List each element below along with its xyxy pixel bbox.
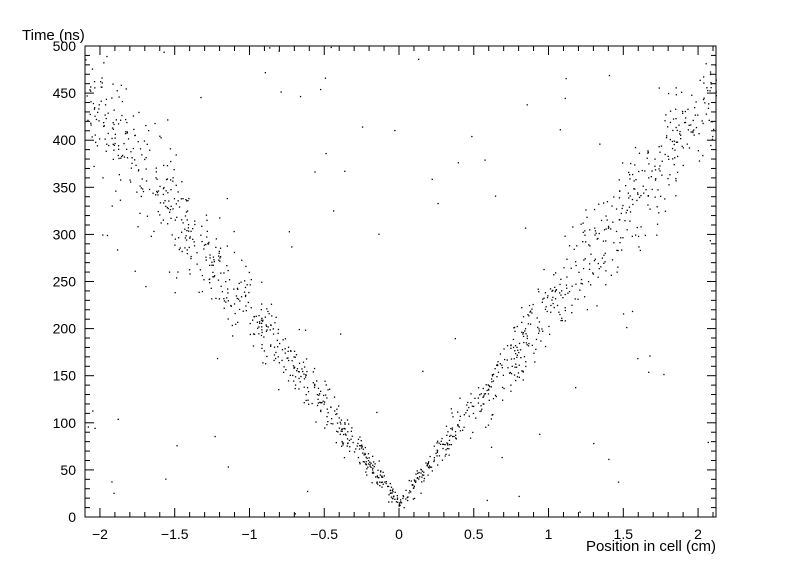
svg-text:150: 150 (53, 368, 77, 384)
y-axis-title: Time (ns) (22, 27, 85, 44)
svg-text:0.5: 0.5 (464, 526, 484, 542)
svg-text:500: 500 (53, 38, 77, 54)
svg-text:2: 2 (694, 526, 702, 542)
svg-text:100: 100 (53, 415, 77, 431)
svg-text:0: 0 (395, 526, 403, 542)
svg-text:−2: −2 (92, 526, 108, 542)
svg-text:50: 50 (60, 462, 76, 478)
svg-text:−1.5: −1.5 (161, 526, 189, 542)
x-axis-title: Position in cell (cm) (586, 538, 716, 555)
x-axis-ticks: −2 −1.5 −1 −0.5 0 0.5 1 1.5 2 (84, 46, 714, 542)
svg-text:200: 200 (53, 321, 77, 337)
svg-text:−0.5: −0.5 (310, 526, 338, 542)
svg-text:400: 400 (53, 132, 77, 148)
svg-text:1: 1 (545, 526, 553, 542)
svg-text:300: 300 (53, 226, 77, 242)
svg-text:450: 450 (53, 85, 77, 101)
svg-text:1.5: 1.5 (614, 526, 634, 542)
y-axis-ticks: 0 50 100 150 200 250 300 350 400 450 500 (53, 38, 716, 525)
svg-text:250: 250 (53, 274, 77, 290)
svg-text:−1: −1 (241, 526, 257, 542)
svg-text:350: 350 (53, 179, 77, 195)
data-points (85, 46, 717, 515)
svg-text:0: 0 (68, 509, 76, 525)
